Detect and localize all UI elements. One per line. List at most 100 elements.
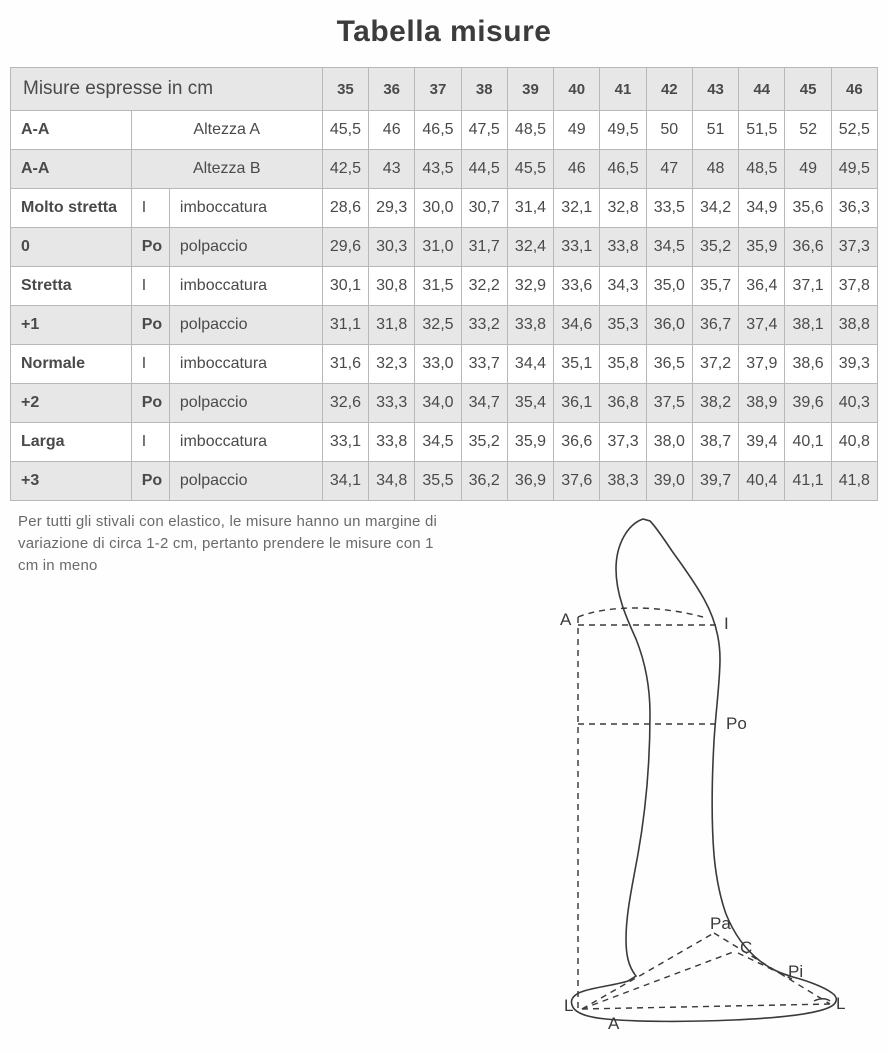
row-label-1: 0 [11, 228, 132, 267]
row-label-2: I [131, 345, 169, 384]
value-cell: 33,8 [369, 423, 415, 462]
value-cell: 38,1 [785, 306, 831, 345]
size-header: 45 [785, 68, 831, 111]
value-cell: 49 [554, 111, 600, 150]
value-cell: 32,1 [554, 189, 600, 228]
value-cell: 52 [785, 111, 831, 150]
row-label-3: polpaccio [169, 384, 322, 423]
value-cell: 37,3 [831, 228, 877, 267]
row-label-2: Altezza B [131, 150, 322, 189]
value-cell: 35,3 [600, 306, 646, 345]
value-cell: 36,4 [739, 267, 785, 306]
value-cell: 34,5 [415, 423, 461, 462]
row-label-2: Po [131, 306, 169, 345]
value-cell: 36,6 [785, 228, 831, 267]
size-header: 40 [554, 68, 600, 111]
header-label: Misure espresse in cm [11, 68, 323, 111]
value-cell: 37,8 [831, 267, 877, 306]
value-cell: 49,5 [831, 150, 877, 189]
footnote: Per tutti gli stivali con elastico, le m… [18, 511, 448, 576]
svg-text:A: A [608, 1014, 620, 1029]
value-cell: 34,8 [369, 462, 415, 501]
value-cell: 45,5 [507, 150, 553, 189]
table-row: A-AAltezza A45,54646,547,548,54949,55051… [11, 111, 878, 150]
value-cell: 38,6 [785, 345, 831, 384]
value-cell: 46 [554, 150, 600, 189]
table-row: NormaleIimboccatura31,632,333,033,734,43… [11, 345, 878, 384]
value-cell: 29,3 [369, 189, 415, 228]
size-header: 42 [646, 68, 692, 111]
size-header: 36 [369, 68, 415, 111]
row-label-3: imboccatura [169, 345, 322, 384]
value-cell: 51,5 [739, 111, 785, 150]
value-cell: 31,1 [322, 306, 368, 345]
row-label-1: +1 [11, 306, 132, 345]
value-cell: 50 [646, 111, 692, 150]
value-cell: 34,4 [507, 345, 553, 384]
value-cell: 40,8 [831, 423, 877, 462]
value-cell: 37,1 [785, 267, 831, 306]
value-cell: 35,4 [507, 384, 553, 423]
value-cell: 35,9 [507, 423, 553, 462]
value-cell: 31,5 [415, 267, 461, 306]
table-header-row: Misure espresse in cm 35 36 37 38 39 40 … [11, 68, 878, 111]
value-cell: 43,5 [415, 150, 461, 189]
row-label-1: A-A [11, 150, 132, 189]
value-cell: 40,3 [831, 384, 877, 423]
value-cell: 39,4 [739, 423, 785, 462]
row-label-1: +2 [11, 384, 132, 423]
value-cell: 38,7 [692, 423, 738, 462]
row-label-3: polpaccio [169, 462, 322, 501]
value-cell: 43 [369, 150, 415, 189]
table-row: LargaIimboccatura33,133,834,535,235,936,… [11, 423, 878, 462]
value-cell: 38,3 [600, 462, 646, 501]
row-label-2: Po [131, 228, 169, 267]
row-label-3: imboccatura [169, 189, 322, 228]
value-cell: 41,8 [831, 462, 877, 501]
svg-text:L: L [564, 996, 573, 1015]
value-cell: 33,1 [554, 228, 600, 267]
value-cell: 47,5 [461, 111, 507, 150]
table-row: A-AAltezza B42,54343,544,545,54646,54748… [11, 150, 878, 189]
value-cell: 32,8 [600, 189, 646, 228]
table-row: Molto strettaIimboccatura28,629,330,030,… [11, 189, 878, 228]
value-cell: 34,5 [646, 228, 692, 267]
value-cell: 41,1 [785, 462, 831, 501]
row-label-3: polpaccio [169, 228, 322, 267]
value-cell: 48 [692, 150, 738, 189]
value-cell: 37,3 [600, 423, 646, 462]
table-row: StrettaIimboccatura30,130,831,532,232,93… [11, 267, 878, 306]
size-header: 37 [415, 68, 461, 111]
value-cell: 35,2 [692, 228, 738, 267]
value-cell: 30,0 [415, 189, 461, 228]
value-cell: 40,4 [739, 462, 785, 501]
row-label-3: polpaccio [169, 306, 322, 345]
value-cell: 45,5 [322, 111, 368, 150]
value-cell: 36,6 [554, 423, 600, 462]
value-cell: 30,8 [369, 267, 415, 306]
svg-text:Pa: Pa [710, 914, 731, 933]
value-cell: 35,8 [600, 345, 646, 384]
value-cell: 46,5 [600, 150, 646, 189]
value-cell: 36,9 [507, 462, 553, 501]
value-cell: 34,7 [461, 384, 507, 423]
value-cell: 34,0 [415, 384, 461, 423]
value-cell: 38,0 [646, 423, 692, 462]
value-cell: 39,7 [692, 462, 738, 501]
value-cell: 33,6 [554, 267, 600, 306]
size-header: 41 [600, 68, 646, 111]
size-header: 44 [739, 68, 785, 111]
row-label-2: Po [131, 384, 169, 423]
value-cell: 33,8 [600, 228, 646, 267]
value-cell: 39,6 [785, 384, 831, 423]
row-label-2: Po [131, 462, 169, 501]
value-cell: 31,0 [415, 228, 461, 267]
row-label-2: Altezza A [131, 111, 322, 150]
value-cell: 33,5 [646, 189, 692, 228]
value-cell: 30,1 [322, 267, 368, 306]
value-cell: 28,6 [322, 189, 368, 228]
table-row: 0Popolpaccio29,630,331,031,732,433,133,8… [11, 228, 878, 267]
value-cell: 38,9 [739, 384, 785, 423]
value-cell: 36,0 [646, 306, 692, 345]
value-cell: 35,0 [646, 267, 692, 306]
